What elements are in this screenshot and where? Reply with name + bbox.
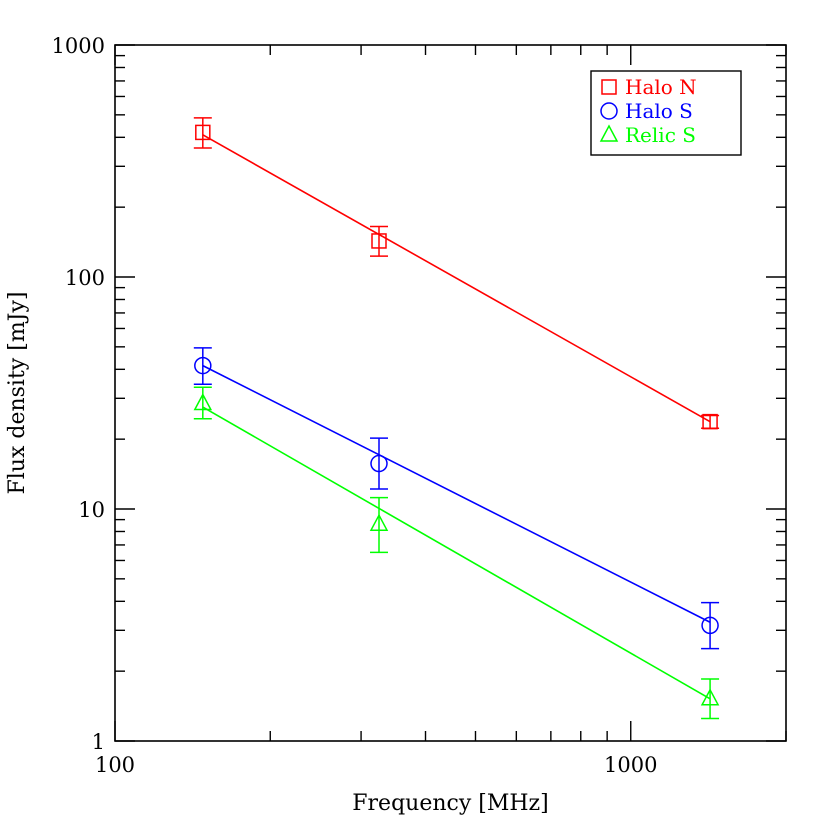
y-tick-label: 1 [92, 730, 105, 754]
legend-marker [599, 124, 619, 142]
tick-labels: 100 1000 1 10 100 1000 [52, 34, 658, 777]
y-tick-label: 1000 [52, 34, 105, 58]
x-tick-label: 1000 [604, 753, 657, 777]
y-axis-title: Flux density [mJy] [5, 291, 30, 494]
series-group [193, 117, 720, 430]
data-point-circle [370, 454, 388, 473]
x-tick-label: 100 [95, 753, 135, 777]
legend-marker [600, 102, 618, 120]
legend-label: Halo N [625, 75, 697, 99]
series-group [193, 347, 720, 650]
data-point-square [371, 233, 387, 249]
plot-content [193, 117, 720, 720]
data-point-circle [701, 616, 719, 635]
legend-label: Relic S [625, 123, 696, 147]
legend-label: Halo S [625, 99, 693, 123]
data-point-circle [194, 356, 212, 375]
x-axis-title: Frequency [MHz] [352, 791, 548, 816]
y-tick-label: 10 [78, 498, 105, 522]
data-point-square [195, 124, 211, 141]
data-point-triangle [369, 513, 389, 531]
plot-frame [114, 44, 787, 742]
fit-line [202, 406, 711, 700]
legend-marker [601, 79, 617, 95]
data-point-triangle [193, 392, 213, 411]
data-point-triangle [700, 688, 720, 706]
fit-line [202, 134, 711, 423]
series-group [193, 386, 720, 720]
fit-line [202, 364, 711, 623]
y-tick-label: 100 [65, 266, 105, 290]
data-point-square [702, 413, 718, 430]
